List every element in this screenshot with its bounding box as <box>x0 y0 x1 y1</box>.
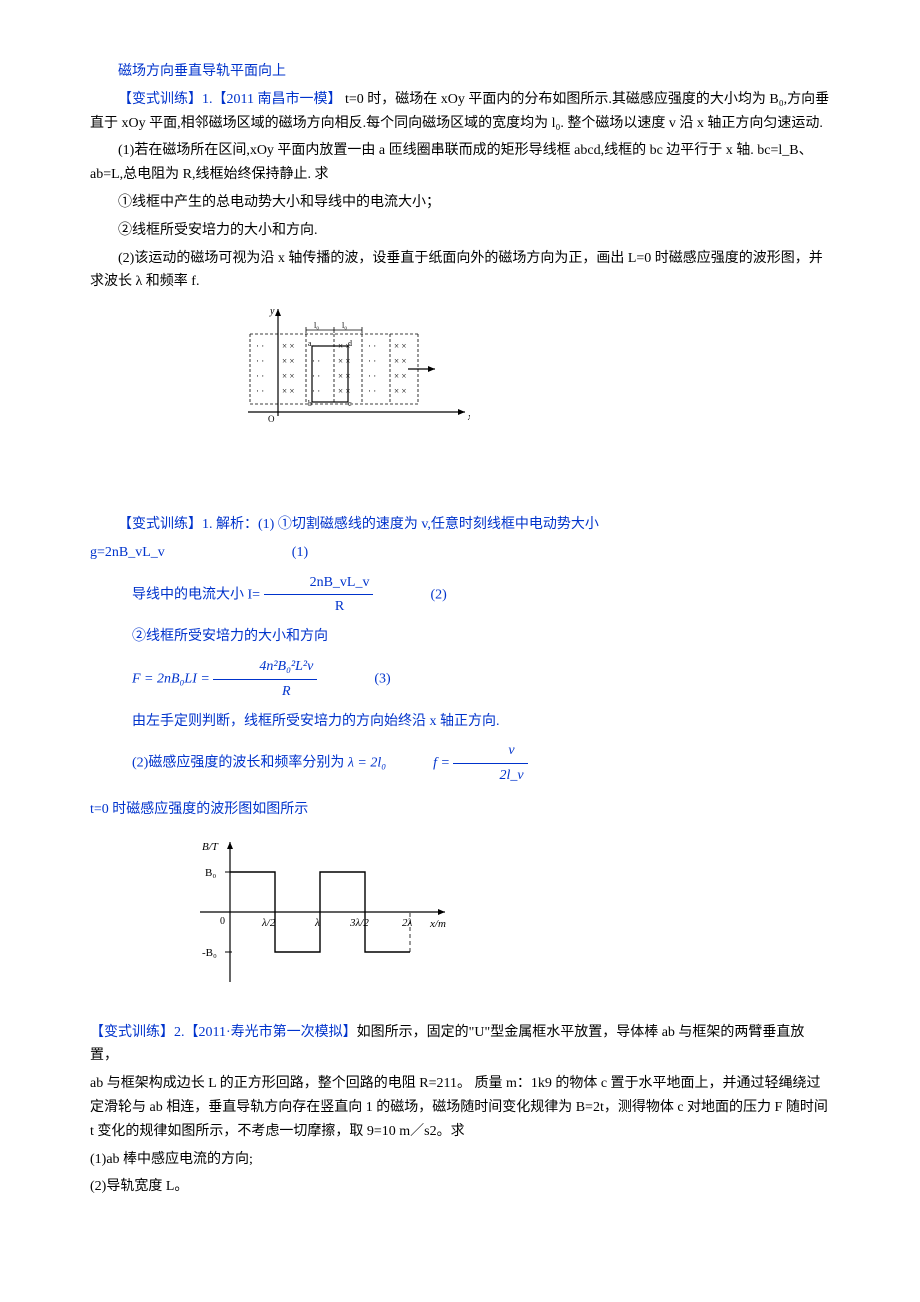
exercise-2-q1: (1)ab 棒中感应电流的方向; <box>90 1148 830 1172</box>
eq2-tag: (2) <box>430 587 446 602</box>
svg-text:0: 0 <box>220 916 225 927</box>
solution-1-label: 【变式训练】1. <box>118 517 213 532</box>
solution-1-eq3-line: F = 2nB₀LI = 4n²B₀²L²v R (3) <box>90 655 830 704</box>
eq2-num: 2nB_vL_v <box>264 571 374 596</box>
svg-text:· ·: · · <box>256 386 264 396</box>
figure-1-field-regions: x y O · · · · · · · · × × × × × × × × · · · · · … <box>230 304 830 443</box>
solution-1-line3: ②线框所受安培力的大小和方向 <box>90 625 830 649</box>
svg-text:y: y <box>269 306 275 317</box>
exercise-1-body2: (1)若在磁场所在区间,xOy 平面内放置一由 a 匝线圈串联而成的矩形导线框 … <box>90 139 830 187</box>
exercise-1-label: 【变式训练】1.【2011 南昌市一模】 <box>118 92 341 107</box>
solution-1-head: 解析：(1) ①切割磁感线的速度为 v,任意时刻线框中电动势大小 <box>216 517 599 532</box>
eq4-den: 2l_v <box>453 764 527 788</box>
svg-text:× ×: × × <box>394 356 406 366</box>
eq3-lhs: F = 2nB₀LI = <box>132 671 210 686</box>
solution-1-header: 【变式训练】1. 解析：(1) ①切割磁感线的速度为 v,任意时刻线框中电动势大… <box>90 513 830 537</box>
svg-text:· ·: · · <box>256 371 264 381</box>
svg-text:· ·: · · <box>312 356 320 366</box>
svg-text:· ·: · · <box>368 356 376 366</box>
exercise-1-q1: ①线框中产生的总电动势大小和导线中的电流大小； <box>90 191 830 215</box>
svg-text:× ×: × × <box>394 371 406 381</box>
svg-text:× ×: × × <box>282 356 294 366</box>
sol1-line5-a: (2)磁感应强度的波长和频率分别为 <box>132 756 344 771</box>
eq4-num: v <box>453 739 527 764</box>
svg-text:x/m: x/m <box>429 918 446 930</box>
eq1-tag: (1) <box>292 545 308 560</box>
svg-text:d: d <box>348 339 352 348</box>
svg-text:· ·: · · <box>312 371 320 381</box>
figure-2-waveform: B/T x/m 0 B₀ -B₀ λ/2 λ 3λ/2 2λ <box>180 832 830 1001</box>
sol1-line5-b: λ = 2l₀ <box>348 756 386 771</box>
eq4-fraction: v 2l_v <box>453 739 527 788</box>
svg-text:O: O <box>268 414 275 424</box>
svg-text:2λ: 2λ <box>402 917 413 929</box>
svg-text:l₀: l₀ <box>314 321 319 330</box>
svg-text:b: b <box>308 399 312 408</box>
eq3-fraction: 4n²B₀²L²v R <box>213 655 317 704</box>
svg-text:3λ/2: 3λ/2 <box>349 917 369 929</box>
exercise-2-intro: 【变式训练】2.【2011·寿光市第一次模拟】如图所示，固定的"U"型金属框水平… <box>90 1021 830 1069</box>
line-magnetic-direction: 磁场方向垂直导轨平面向上 <box>90 60 830 84</box>
eq3-num: 4n²B₀²L²v <box>213 655 317 680</box>
eq1-lhs: g=2nB_vL_v <box>90 545 165 560</box>
exercise-1-intro: 【变式训练】1.【2011 南昌市一模】 t=0 时，磁场在 xOy 平面内的分… <box>90 88 830 136</box>
eq2-label: 导线中的电流大小 I= <box>132 587 260 602</box>
sol1-line5-c: f = <box>433 756 450 771</box>
svg-text:x: x <box>467 412 470 423</box>
svg-text:· ·: · · <box>368 386 376 396</box>
solution-1-eq2-line: 导线中的电流大小 I= 2nB_vL_v R (2) <box>90 571 830 620</box>
eq2-den: R <box>264 595 374 619</box>
svg-text:× ×: × × <box>282 386 294 396</box>
eq2-fraction: 2nB_vL_v R <box>264 571 374 620</box>
eq3-den: R <box>213 680 317 704</box>
svg-text:× ×: × × <box>394 341 406 351</box>
solution-1-line5: (2)磁感应强度的波长和频率分别为 λ = 2l₀ f = v 2l_v <box>90 739 830 788</box>
svg-text:× ×: × × <box>282 341 294 351</box>
svg-text:· ·: · · <box>256 341 264 351</box>
svg-text:B/T: B/T <box>202 841 219 853</box>
exercise-1-q2: ②线框所受安培力的大小和方向. <box>90 219 830 243</box>
svg-text:λ: λ <box>314 917 320 929</box>
solution-1-eq1: g=2nB_vL_v (1) <box>90 541 830 565</box>
svg-text:· ·: · · <box>256 356 264 366</box>
svg-text:· ·: · · <box>368 371 376 381</box>
svg-text:-B₀: -B₀ <box>202 947 217 959</box>
svg-text:l₀: l₀ <box>342 321 347 330</box>
solution-1-line4: 由左手定则判断，线框所受安培力的方向始终沿 x 轴正方向. <box>90 710 830 734</box>
eq3-tag: (3) <box>374 671 390 686</box>
exercise-2-label: 【变式训练】2.【2011·寿光市第一次模拟】 <box>90 1025 357 1040</box>
svg-text:c: c <box>348 399 352 408</box>
svg-text:· ·: · · <box>312 386 320 396</box>
solution-1-line6: t=0 时磁感应强度的波形图如图所示 <box>90 798 830 822</box>
exercise-1-body3: (2)该运动的磁场可视为沿 x 轴传播的波，设垂直于纸面向外的磁场方向为正，画出… <box>90 247 830 295</box>
exercise-2-body2: ab 与框架构成边长 L 的正方形回路，整个回路的电阻 R=211。 质量 m：… <box>90 1072 830 1143</box>
svg-text:B₀: B₀ <box>205 867 216 879</box>
svg-text:· ·: · · <box>368 341 376 351</box>
svg-text:× ×: × × <box>394 386 406 396</box>
svg-text:a: a <box>308 339 312 348</box>
exercise-2-q2: (2)导轨宽度 L。 <box>90 1175 830 1199</box>
svg-text:× ×: × × <box>282 371 294 381</box>
svg-text:λ/2: λ/2 <box>261 917 276 929</box>
